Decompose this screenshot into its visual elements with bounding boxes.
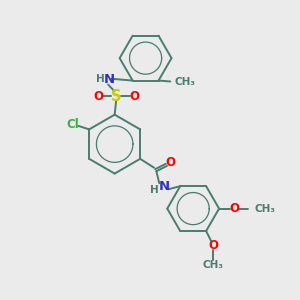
- Text: O: O: [166, 157, 176, 169]
- Text: H: H: [150, 185, 158, 195]
- Text: O: O: [208, 239, 218, 252]
- Text: CH₃: CH₃: [175, 77, 196, 87]
- Text: O: O: [230, 202, 239, 215]
- Text: O: O: [129, 90, 140, 103]
- Text: S: S: [111, 89, 122, 104]
- Text: N: N: [158, 180, 169, 193]
- Text: CH₃: CH₃: [254, 204, 275, 214]
- Text: O: O: [93, 90, 103, 103]
- Text: CH₃: CH₃: [203, 260, 224, 270]
- Text: N: N: [104, 73, 115, 86]
- Text: H: H: [96, 74, 104, 84]
- Text: Cl: Cl: [67, 118, 79, 130]
